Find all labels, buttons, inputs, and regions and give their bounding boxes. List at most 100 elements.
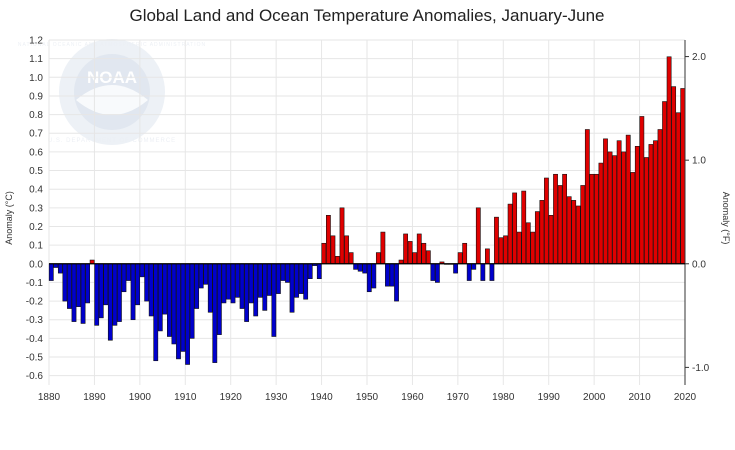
bar-1942 (330, 235, 336, 265)
bar-1956 (394, 263, 399, 302)
bar-1975 (480, 263, 486, 281)
bar-1944 (339, 207, 345, 265)
bar-1982 (512, 192, 518, 265)
bars (48, 56, 686, 365)
bar-1945 (344, 235, 349, 265)
bar-1960 (412, 252, 418, 265)
bar-1983 (516, 231, 522, 265)
bar-1896 (121, 263, 127, 293)
bar-1895 (117, 263, 122, 322)
bar-1902 (148, 263, 154, 317)
bar-1970 (457, 252, 463, 265)
bar-1897 (126, 263, 131, 281)
bar-1916 (212, 263, 218, 363)
bar-1887 (80, 263, 86, 324)
logo-inner-disc (74, 54, 150, 130)
bar-1921 (235, 263, 240, 298)
bar-1963 (425, 250, 431, 265)
bar-1898 (130, 263, 136, 321)
y-tick-label-left: -0.5 (26, 353, 44, 364)
bar-1991 (553, 173, 558, 265)
bar-2009 (634, 146, 640, 265)
bar-1993 (562, 173, 568, 265)
bar-1943 (335, 256, 340, 265)
bar-2001 (598, 162, 604, 265)
bar-1962 (421, 242, 427, 265)
chart-title: Global Land and Ocean Temperature Anomal… (129, 6, 604, 25)
bar-1959 (407, 241, 413, 265)
y-tick-label-left: 0.1 (29, 241, 43, 252)
bar-2008 (630, 172, 636, 265)
y-axis-title-fahrenheit: Anomaly (°F) (721, 192, 731, 245)
bar-1930 (276, 263, 281, 294)
bar-1932 (285, 263, 290, 283)
bar-1922 (239, 263, 245, 309)
bar-1974 (475, 207, 481, 265)
x-tick-label: 2020 (674, 392, 697, 403)
bar-2006 (621, 151, 627, 265)
noaa-logo: NOAA NATIONAL OCEANIC AND ATMOSPHERIC AD… (18, 39, 205, 145)
bar-1961 (416, 233, 422, 265)
y-axis-title-celsius: Anomaly (°C) (4, 191, 14, 245)
bar-1888 (85, 263, 90, 304)
bar-1911 (189, 263, 195, 339)
x-tick-label: 1940 (310, 392, 333, 403)
bar-1929 (271, 263, 277, 337)
bar-1940 (321, 242, 327, 265)
bar-1953 (380, 231, 386, 265)
bar-2005 (616, 140, 622, 265)
bar-1909 (180, 263, 186, 352)
bar-1980 (503, 235, 508, 265)
bar-1997 (580, 185, 586, 265)
bar-1973 (471, 263, 477, 270)
bar-1939 (316, 263, 322, 279)
bar-1906 (167, 263, 172, 337)
y-tick-label-left: -0.4 (26, 334, 44, 345)
bar-2000 (594, 173, 599, 265)
bar-1948 (357, 263, 363, 272)
bar-1900 (139, 263, 145, 278)
bar-1884 (67, 263, 72, 309)
y-tick-label-right: 1.0 (692, 156, 706, 167)
tick-labels: 1.2 1.1 1.0 0.9 0.8 0.7 0.6 0.5 0.4 0.3 0.2 0.1 0.0 -… (26, 36, 710, 404)
axes (49, 40, 689, 385)
bar-2015 (662, 101, 667, 265)
x-tick-label: 2000 (583, 392, 606, 403)
bar-1924 (248, 263, 254, 304)
bar-1890 (94, 263, 100, 326)
bar-1988 (539, 200, 545, 265)
bar-1914 (203, 263, 209, 285)
bar-1946 (348, 252, 354, 265)
bar-1949 (362, 263, 368, 274)
y-tick-label-left: 0.3 (29, 203, 43, 214)
bar-1992 (557, 185, 563, 265)
x-tick-label: 1970 (447, 392, 470, 403)
bar-1912 (194, 263, 200, 309)
y-tick-label-right: -1.0 (692, 363, 710, 374)
bar-1955 (389, 263, 395, 287)
bar-1936 (303, 263, 309, 300)
y-tick-label-left: 1.1 (29, 54, 43, 65)
bar-1987 (534, 211, 540, 265)
x-tick-label: 1930 (265, 392, 288, 403)
bar-2018 (675, 112, 681, 265)
bar-1926 (257, 263, 263, 298)
bar-1893 (107, 263, 113, 341)
bar-1901 (144, 263, 150, 302)
bar-1999 (589, 173, 595, 265)
bar-1965 (435, 263, 440, 283)
bar-2014 (657, 129, 663, 265)
bar-1907 (171, 263, 177, 345)
bar-1931 (280, 263, 286, 281)
bar-1920 (230, 263, 236, 304)
bar-1994 (566, 196, 572, 265)
bar-2011 (643, 157, 649, 265)
bar-1923 (244, 263, 250, 322)
bar-1990 (548, 215, 554, 265)
bar-1904 (157, 263, 163, 332)
bar-1952 (375, 252, 381, 265)
bar-1989 (544, 177, 549, 265)
bar-1933 (289, 263, 295, 313)
bar-1976 (484, 248, 490, 265)
